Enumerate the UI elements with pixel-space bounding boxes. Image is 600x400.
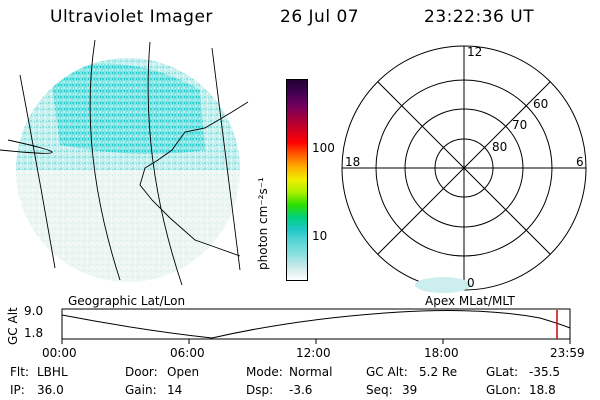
status-mode-label: Mode: bbox=[246, 365, 283, 379]
status-filter-value: LBHL bbox=[37, 365, 68, 379]
color-scale-bar bbox=[286, 79, 308, 281]
polar-lat-70: 70 bbox=[512, 118, 528, 132]
polar-mlt-18: 18 bbox=[345, 155, 361, 169]
status-dsp-label: Dsp: bbox=[246, 383, 274, 397]
status-gain-value: 14 bbox=[167, 383, 183, 397]
orbit-x-tick-0600: 06:00 bbox=[170, 346, 205, 360]
status-gcalt-value: 5.2 Re bbox=[419, 365, 458, 379]
status-gcalt-label: GC Alt: bbox=[366, 365, 408, 379]
polar-emission-patch bbox=[415, 277, 471, 293]
status-seq-label: Seq: bbox=[366, 383, 393, 397]
orbit-y-tick-max: 9.0 bbox=[24, 304, 44, 318]
coastline bbox=[139, 101, 249, 257]
observation-date: 26 Jul 07 bbox=[280, 7, 360, 27]
orbit-x-tick-0000: 00:00 bbox=[42, 346, 77, 360]
observation-time: 23:22:36 UT bbox=[424, 7, 535, 27]
colorbar-tick-100: 100 bbox=[312, 141, 335, 155]
status-gain-label: Gain: bbox=[125, 383, 157, 397]
colorbar-tick-10: 10 bbox=[312, 229, 328, 243]
polar-lat-60: 60 bbox=[533, 97, 549, 111]
geographic-grid-lines bbox=[0, 39, 241, 286]
status-glat-label: GLat: bbox=[486, 365, 519, 379]
status-seq-value: 39 bbox=[402, 383, 418, 397]
polar-mlt-6: 6 bbox=[576, 155, 584, 169]
status-door-value: Open bbox=[167, 365, 200, 379]
status-filter-label: Flt: bbox=[10, 365, 29, 379]
orbit-left-caption: Geographic Lat/Lon bbox=[68, 294, 186, 308]
orbit-altitude-curve bbox=[61, 309, 571, 339]
status-glat-value: -35.5 bbox=[529, 365, 561, 379]
status-dsp-value: -3.6 bbox=[289, 383, 313, 397]
status-mode-value: Normal bbox=[289, 365, 333, 379]
status-glon-label: GLon: bbox=[486, 383, 521, 397]
polar-mlt-12: 12 bbox=[467, 45, 483, 59]
status-glon-value: 18.8 bbox=[529, 383, 556, 397]
polar-mlt-0: 0 bbox=[467, 276, 475, 290]
orbit-y-tick-min: 1.8 bbox=[24, 326, 44, 340]
orbit-x-tick-2359: 23:59 bbox=[550, 346, 585, 360]
orbit-right-caption: Apex MLat/MLT bbox=[425, 294, 515, 308]
status-door-label: Door: bbox=[125, 365, 158, 379]
status-ip-value: 36.0 bbox=[37, 383, 64, 397]
polar-lat-80: 80 bbox=[492, 140, 508, 154]
instrument-title: Ultraviolet Imager bbox=[50, 7, 213, 27]
orbit-x-tick-1800: 18:00 bbox=[424, 346, 459, 360]
status-ip-label: IP: bbox=[10, 383, 25, 397]
orbit-x-tick-1200: 12:00 bbox=[296, 346, 331, 360]
